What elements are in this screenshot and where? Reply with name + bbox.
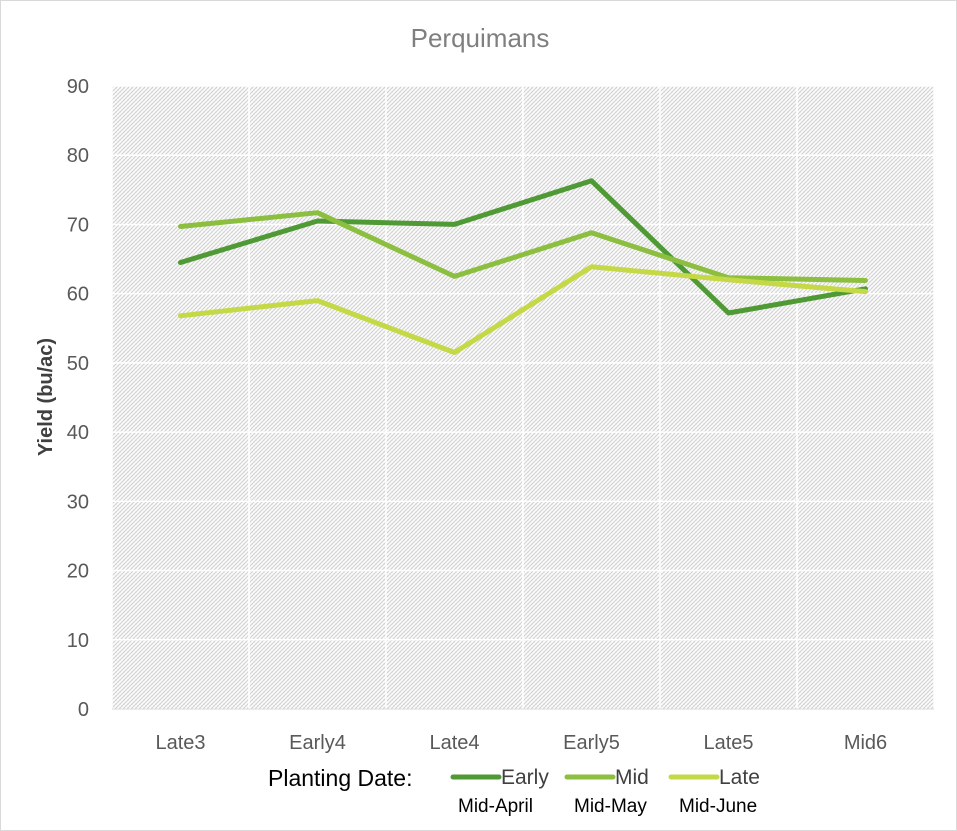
y-tick-label: 40: [67, 422, 89, 444]
x-axis-ticks: Late3 Early4 Late4 Early5 Late5 Mid6: [155, 732, 887, 754]
y-tick-label: 70: [67, 214, 89, 236]
x-tick-label: Early5: [563, 732, 620, 754]
legend-title: Planting Date:: [268, 765, 412, 791]
legend-label-mid: Mid: [615, 766, 649, 789]
legend-label-early: Early: [501, 766, 549, 789]
series-layer: [178, 178, 868, 355]
legend-sublabel-mid: Mid-May: [574, 796, 647, 817]
series-line-early: [178, 178, 868, 316]
legend-sublabel-early: Mid-April: [458, 796, 533, 817]
y-tick-label: 10: [67, 630, 89, 652]
series-line-late: [178, 264, 868, 355]
y-axis-ticks: 0 10 20 30 40 50 60 70 80 90: [67, 76, 89, 721]
y-tick-label: 20: [67, 561, 89, 583]
x-tick-label: Early4: [289, 732, 346, 754]
y-axis-label: Yield (bu/ac): [35, 338, 57, 456]
y-tick-label: 30: [67, 491, 89, 513]
x-tick-label: Mid6: [844, 732, 887, 754]
series-line-mid: [178, 210, 868, 283]
y-tick-label: 50: [67, 353, 89, 375]
y-tick-label: 0: [78, 699, 89, 721]
y-tick-label: 90: [67, 76, 89, 98]
y-tick-label: 80: [67, 145, 89, 167]
y-tick-label: 60: [67, 284, 89, 306]
x-tick-label: Late3: [155, 732, 205, 754]
legend: Planting Date: Early Mid-April Mid Mid-May L…: [268, 765, 760, 817]
gridlines: [111, 85, 935, 709]
x-tick-label: Late4: [429, 732, 479, 754]
x-tick-label: Late5: [703, 732, 753, 754]
legend-sublabel-late: Mid-June: [679, 796, 757, 817]
legend-label-late: Late: [719, 766, 760, 789]
chart-title: Perquimans: [411, 23, 550, 53]
